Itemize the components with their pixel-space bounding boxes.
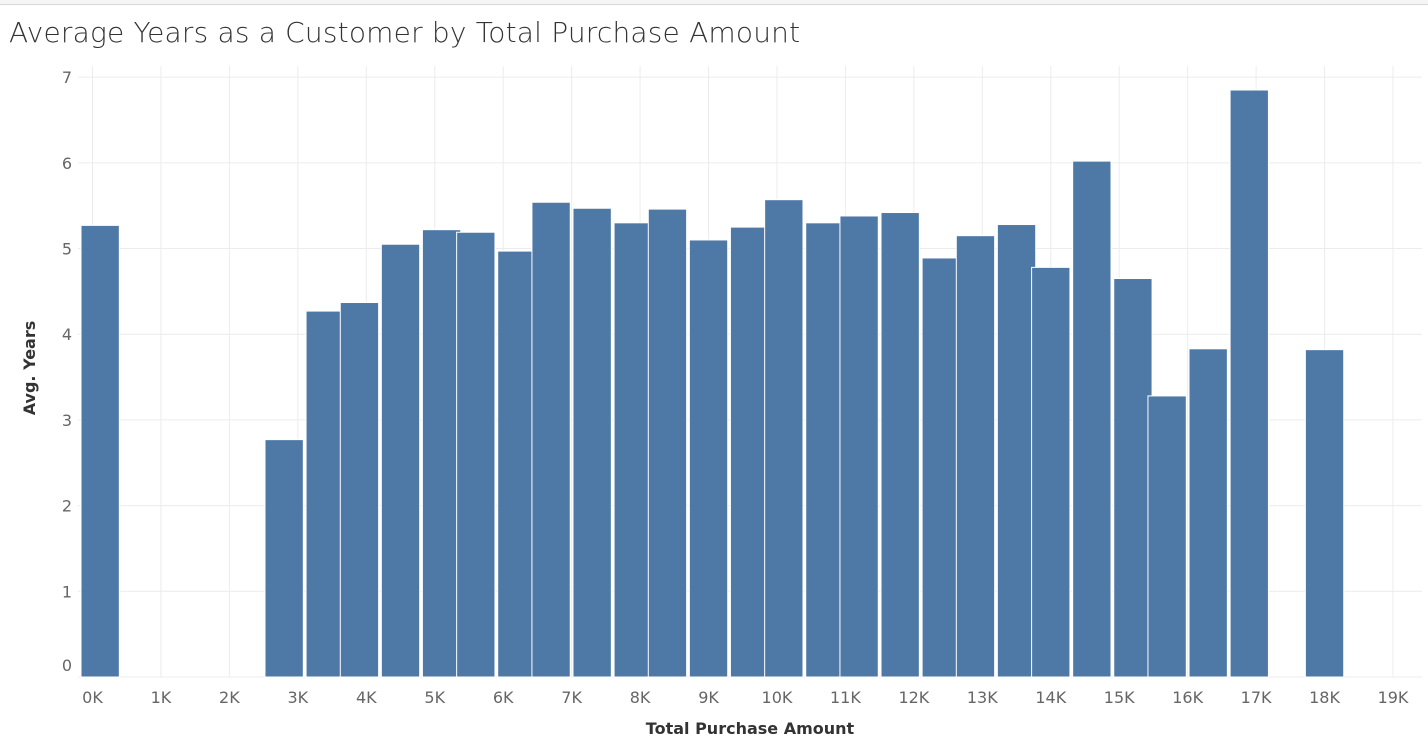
bar[interactable] xyxy=(996,224,1037,678)
y-tick-label: 5 xyxy=(62,240,72,259)
y-tick-label: 3 xyxy=(62,411,72,430)
y-tick-label: 1 xyxy=(62,582,72,601)
x-tick-label: 14K xyxy=(1035,688,1066,707)
bar[interactable] xyxy=(613,222,653,678)
bar[interactable] xyxy=(80,224,120,678)
y-tick-label: 6 xyxy=(62,154,72,173)
bar[interactable] xyxy=(421,229,462,678)
x-tick-label: 10K xyxy=(762,688,793,707)
x-tick-label: 11K xyxy=(830,688,861,707)
x-tick-label: 1K xyxy=(151,688,172,707)
bar[interactable] xyxy=(264,439,304,678)
bar[interactable] xyxy=(1229,89,1269,678)
bar[interactable] xyxy=(456,231,496,678)
bar[interactable] xyxy=(839,215,879,678)
y-tick-label: 2 xyxy=(62,497,72,516)
x-tick-label: 8K xyxy=(630,688,651,707)
bars xyxy=(80,89,1345,678)
x-tick-label: 17K xyxy=(1241,688,1272,707)
bar[interactable] xyxy=(531,201,571,678)
bar[interactable] xyxy=(764,199,804,678)
bar[interactable] xyxy=(805,222,845,678)
bar[interactable] xyxy=(1304,349,1345,678)
bar[interactable] xyxy=(572,207,612,678)
bar[interactable] xyxy=(497,250,537,678)
bar[interactable] xyxy=(729,226,770,678)
y-tick-label: 0 xyxy=(62,656,72,675)
x-axis-title: Total Purchase Amount xyxy=(646,719,855,738)
x-tick-label: 9K xyxy=(698,688,719,707)
bar[interactable] xyxy=(1031,266,1071,678)
x-tick-label: 0K xyxy=(82,688,103,707)
bar[interactable] xyxy=(1072,160,1112,678)
bar[interactable] xyxy=(880,212,920,678)
bar[interactable] xyxy=(647,208,688,678)
x-tick-label: 12K xyxy=(898,688,929,707)
x-tick-label: 2K xyxy=(219,688,240,707)
y-axis-title: Avg. Years xyxy=(20,321,39,416)
x-tick-label: 15K xyxy=(1104,688,1135,707)
bar[interactable] xyxy=(1188,348,1228,678)
x-tick-label: 16K xyxy=(1172,688,1203,707)
bar[interactable] xyxy=(305,310,345,678)
y-tick-label: 7 xyxy=(62,68,72,87)
top-rule xyxy=(0,0,1428,5)
x-tick-label: 4K xyxy=(356,688,377,707)
bar[interactable] xyxy=(339,302,380,678)
x-tick-label: 18K xyxy=(1309,688,1340,707)
y-tick-label: 4 xyxy=(62,325,72,344)
y-axis-ticks: 0 1 2 3 4 5 6 7 xyxy=(62,68,72,675)
bar[interactable] xyxy=(955,235,996,678)
bar[interactable] xyxy=(1113,278,1153,678)
x-tick-label: 5K xyxy=(424,688,445,707)
bar[interactable] xyxy=(688,239,729,678)
bar[interactable] xyxy=(921,257,961,678)
chart-title: Average Years as a Customer by Total Pur… xyxy=(9,16,801,49)
x-tick-label: 6K xyxy=(493,688,514,707)
bar[interactable] xyxy=(1147,395,1187,678)
x-tick-label: 13K xyxy=(967,688,998,707)
x-tick-label: 7K xyxy=(561,688,582,707)
x-tick-label: 19K xyxy=(1378,688,1409,707)
x-axis-ticks: 0K 1K 2K 3K 4K 5K 6K 7K 8K 9K 10K 11K 12K 13K 14K 15K 16… xyxy=(82,688,1409,707)
bar[interactable] xyxy=(380,243,421,678)
x-tick-label: 3K xyxy=(288,688,309,707)
